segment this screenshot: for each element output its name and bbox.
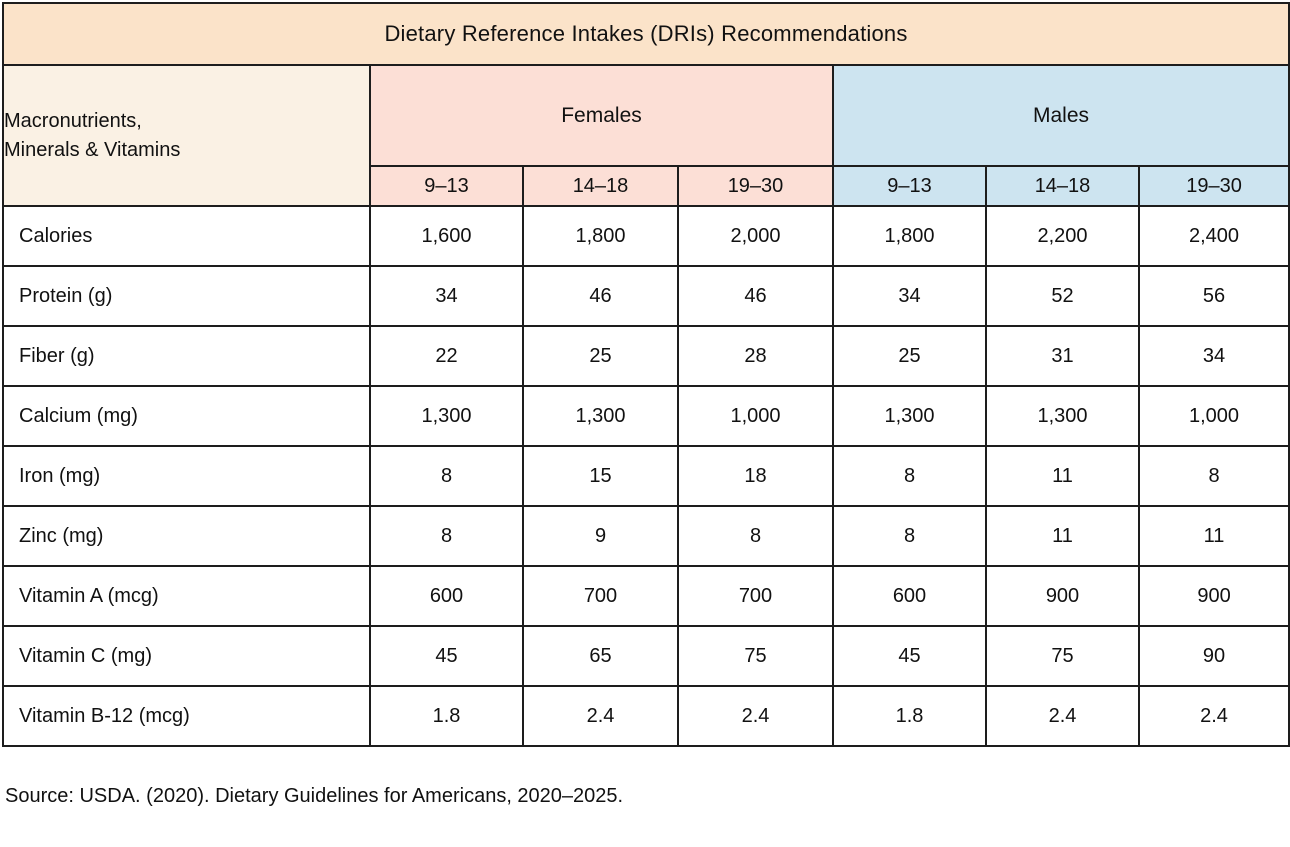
value-cell: 900 — [1137, 565, 1290, 627]
age-header-males-14-18: 14–18 — [985, 165, 1140, 207]
row-label: Zinc (mg) — [2, 505, 371, 567]
age-header-males-19-30: 19–30 — [1137, 165, 1290, 207]
table-row: Fiber (g) 22 25 28 25 31 34 — [2, 325, 1290, 387]
row-label: Vitamin A (mcg) — [2, 565, 371, 627]
row-label: Calories — [2, 205, 371, 267]
value-cell: 1,800 — [522, 205, 679, 267]
table-row: Vitamin C (mg) 45 65 75 45 75 90 — [2, 625, 1290, 687]
value-cell: 1.8 — [832, 685, 987, 747]
value-cell: 75 — [985, 625, 1140, 687]
value-cell: 46 — [522, 265, 679, 327]
value-cell: 45 — [369, 625, 524, 687]
row-label: Vitamin C (mg) — [2, 625, 371, 687]
value-cell: 56 — [1137, 265, 1290, 327]
value-cell: 900 — [985, 565, 1140, 627]
value-cell: 90 — [1137, 625, 1290, 687]
value-cell: 18 — [677, 445, 834, 507]
value-cell: 25 — [832, 325, 987, 387]
value-cell: 1,300 — [985, 385, 1140, 447]
value-cell: 1,300 — [369, 385, 524, 447]
value-cell: 65 — [522, 625, 679, 687]
table-header: Dietary Reference Intakes (DRIs) Recomme… — [1, 2, 1290, 207]
value-cell: 2.4 — [1137, 685, 1290, 747]
value-cell: 2.4 — [985, 685, 1140, 747]
value-cell: 15 — [522, 445, 679, 507]
value-cell: 52 — [985, 265, 1140, 327]
value-cell: 700 — [677, 565, 834, 627]
table-row: Protein (g) 34 46 46 34 52 56 — [2, 265, 1290, 327]
value-cell: 700 — [522, 565, 679, 627]
value-cell: 1,600 — [369, 205, 524, 267]
value-cell: 9 — [522, 505, 679, 567]
value-cell: 8 — [369, 445, 524, 507]
value-cell: 75 — [677, 625, 834, 687]
row-label: Fiber (g) — [2, 325, 371, 387]
dri-table: Dietary Reference Intakes (DRIs) Recomme… — [1, 2, 1290, 747]
table-row: Iron (mg) 8 15 18 8 11 8 — [2, 445, 1290, 507]
value-cell: 11 — [985, 505, 1140, 567]
table-row: Vitamin A (mcg) 600 700 700 600 900 900 — [2, 565, 1290, 627]
row-label: Calcium (mg) — [2, 385, 371, 447]
value-cell: 8 — [369, 505, 524, 567]
age-header-females-14-18: 14–18 — [522, 165, 679, 207]
value-cell: 28 — [677, 325, 834, 387]
table-row: Vitamin B-12 (mcg) 1.8 2.4 2.4 1.8 2.4 2.4 — [2, 685, 1290, 747]
value-cell: 31 — [985, 325, 1140, 387]
value-cell: 46 — [677, 265, 834, 327]
row-label: Vitamin B-12 (mcg) — [2, 685, 371, 747]
value-cell: 1,300 — [832, 385, 987, 447]
value-cell: 1,800 — [832, 205, 987, 267]
value-cell: 11 — [985, 445, 1140, 507]
value-cell: 11 — [1137, 505, 1290, 567]
value-cell: 22 — [369, 325, 524, 387]
age-header-row: 9–13 14–18 19–30 9–13 14–18 19–30 — [3, 165, 1290, 207]
table-row: Calcium (mg) 1,300 1,300 1,000 1,300 1,300 1,0… — [2, 385, 1290, 447]
value-cell: 8 — [832, 505, 987, 567]
value-cell: 25 — [522, 325, 679, 387]
row-label: Protein (g) — [2, 265, 371, 327]
source-note: Source: USDA. (2020). Dietary Guidelines… — [5, 785, 624, 807]
value-cell: 600 — [369, 565, 524, 627]
title-row: Dietary Reference Intakes (DRIs) Recomme… — [1, 2, 1290, 66]
value-cell: 45 — [832, 625, 987, 687]
value-cell: 2.4 — [522, 685, 679, 747]
group-header-males: Males — [831, 64, 1290, 167]
table-row: Zinc (mg) 8 9 8 8 11 11 — [2, 505, 1290, 567]
table-row: Calories 1,600 1,800 2,000 1,800 2,200 2,400 — [2, 205, 1290, 267]
value-cell: 8 — [677, 505, 834, 567]
value-cell: 1,000 — [677, 385, 834, 447]
value-cell: 8 — [1137, 445, 1290, 507]
value-cell: 1,000 — [1137, 385, 1290, 447]
value-cell: 34 — [1137, 325, 1290, 387]
value-cell: 2,400 — [1137, 205, 1290, 267]
corner-header: Macronutrients, Minerals & Vitamins — [2, 64, 371, 207]
table-title: Dietary Reference Intakes (DRIs) Recomme… — [1, 2, 1290, 66]
group-header-row: Macronutrients, Minerals & Vitamins Fema… — [2, 64, 1290, 207]
value-cell: 1,300 — [522, 385, 679, 447]
value-cell: 600 — [832, 565, 987, 627]
age-header-females-9-13: 9–13 — [369, 165, 524, 207]
value-cell: 1.8 — [369, 685, 524, 747]
value-cell: 8 — [832, 445, 987, 507]
value-cell: 2.4 — [677, 685, 834, 747]
value-cell: 34 — [832, 265, 987, 327]
row-label: Iron (mg) — [2, 445, 371, 507]
age-header-males-9-13: 9–13 — [832, 165, 987, 207]
value-cell: 34 — [369, 265, 524, 327]
group-header-females: Females — [369, 64, 834, 167]
value-cell: 2,000 — [677, 205, 834, 267]
age-header-females-19-30: 19–30 — [677, 165, 834, 207]
value-cell: 2,200 — [985, 205, 1140, 267]
table-body: Calories 1,600 1,800 2,000 1,800 2,200 2,400 Pr… — [2, 205, 1290, 747]
